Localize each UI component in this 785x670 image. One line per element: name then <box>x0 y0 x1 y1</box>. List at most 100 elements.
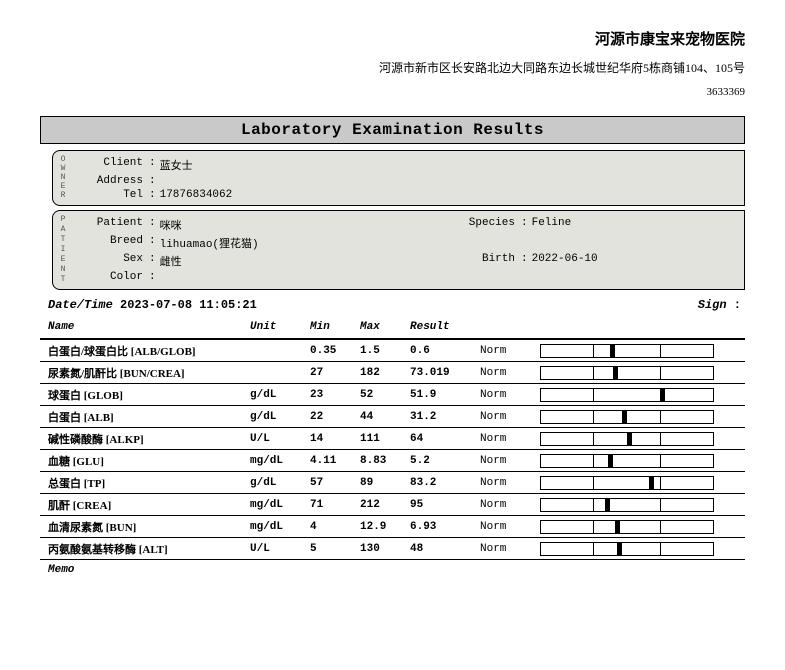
cell-status: Norm <box>480 477 540 489</box>
breed-label: Breed <box>81 235 143 251</box>
cell-min: 14 <box>310 433 360 445</box>
col-name: Name <box>40 321 250 333</box>
cell-result: 6.93 <box>410 521 480 533</box>
cell-max: 212 <box>360 499 410 511</box>
cell-max: 12.9 <box>360 521 410 533</box>
cell-min: 23 <box>310 389 360 401</box>
cell-gauge <box>540 388 720 402</box>
patient-vert-label: PATIENT <box>57 215 69 285</box>
cell-result: 95 <box>410 499 480 511</box>
cell-name: 尿素氮/肌酐比 [BUN/CREA] <box>40 365 250 381</box>
cell-unit: U/L <box>250 543 310 555</box>
cell-max: 52 <box>360 389 410 401</box>
breed-value: lihuamao(狸花猫) <box>160 235 259 251</box>
cell-status: Norm <box>480 543 540 555</box>
patient-block: PATIENT Patient: 咪咪 Species: Feline Bree… <box>52 210 745 290</box>
address-label: Address <box>81 175 143 187</box>
cell-gauge <box>540 366 720 380</box>
cell-gauge <box>540 542 720 556</box>
report-title: Laboratory Examination Results <box>40 116 745 144</box>
table-row: 球蛋白 [GLOB]g/dL235251.9Norm <box>40 384 745 406</box>
cell-max: 130 <box>360 543 410 555</box>
cell-unit: g/dL <box>250 389 310 401</box>
cell-unit: g/dL <box>250 411 310 423</box>
client-label: Client <box>81 157 143 173</box>
table-header: Name Unit Min Max Result <box>40 316 745 340</box>
cell-gauge <box>540 520 720 534</box>
cell-unit: mg/dL <box>250 455 310 467</box>
cell-name: 血糖 [GLU] <box>40 453 250 469</box>
table-row: 碱性磷酸酶 [ALKP]U/L1411164Norm <box>40 428 745 450</box>
cell-status: Norm <box>480 433 540 445</box>
cell-name: 丙氨酸氨基转移酶 [ALT] <box>40 541 250 557</box>
table-row: 肌酐 [CREA]mg/dL7121295Norm <box>40 494 745 516</box>
results-table: Name Unit Min Max Result 白蛋白/球蛋白比 [ALB/G… <box>40 316 745 576</box>
cell-min: 0.35 <box>310 345 360 357</box>
cell-status: Norm <box>480 411 540 423</box>
table-row: 白蛋白/球蛋白比 [ALB/GLOB]0.351.50.6Norm <box>40 340 745 362</box>
cell-unit: g/dL <box>250 477 310 489</box>
birth-label: Birth <box>453 253 515 265</box>
tel-value: 17876834062 <box>160 189 233 201</box>
cell-result: 31.2 <box>410 411 480 423</box>
cell-status: Norm <box>480 389 540 401</box>
cell-min: 4 <box>310 521 360 533</box>
client-value: 蓝女士 <box>160 157 193 173</box>
owner-vert-label: OWNER <box>57 155 69 201</box>
tel-label: Tel <box>81 189 143 201</box>
cell-name: 血清尿素氮 [BUN] <box>40 519 250 535</box>
table-row: 总蛋白 [TP]g/dL578983.2Norm <box>40 472 745 494</box>
datetime-label: Date/Time <box>48 298 113 312</box>
cell-max: 8.83 <box>360 455 410 467</box>
col-result: Result <box>410 321 480 333</box>
memo-label: Memo <box>40 560 745 576</box>
cell-min: 5 <box>310 543 360 555</box>
sex-label: Sex <box>81 253 143 269</box>
cell-name: 白蛋白 [ALB] <box>40 409 250 425</box>
hospital-address: 河源市新市区长安路北边大同路东边长城世纪华府5栋商铺104、105号 <box>379 59 745 76</box>
patient-value: 咪咪 <box>160 217 182 233</box>
sex-value: 雌性 <box>160 253 182 269</box>
cell-name: 总蛋白 [TP] <box>40 475 250 491</box>
cell-min: 27 <box>310 367 360 379</box>
cell-min: 22 <box>310 411 360 423</box>
cell-min: 71 <box>310 499 360 511</box>
col-unit: Unit <box>250 321 310 333</box>
cell-min: 57 <box>310 477 360 489</box>
hospital-code: 3633369 <box>379 86 745 98</box>
report-header: 河源市康宝来宠物医院 河源市新市区长安路北边大同路东边长城世纪华府5栋商铺104… <box>379 28 745 98</box>
cell-status: Norm <box>480 521 540 533</box>
cell-unit: mg/dL <box>250 499 310 511</box>
cell-result: 83.2 <box>410 477 480 489</box>
cell-unit: mg/dL <box>250 521 310 533</box>
cell-result: 64 <box>410 433 480 445</box>
species-label: Species <box>453 217 515 229</box>
table-row: 尿素氮/肌酐比 [BUN/CREA] 2718273.019Norm <box>40 362 745 384</box>
cell-gauge <box>540 454 720 468</box>
cell-result: 48 <box>410 543 480 555</box>
cell-max: 111 <box>360 433 410 445</box>
cell-max: 89 <box>360 477 410 489</box>
table-row: 丙氨酸氨基转移酶 [ALT]U/L513048Norm <box>40 538 745 560</box>
table-row: 血清尿素氮 [BUN]mg/dL412.96.93Norm <box>40 516 745 538</box>
patient-label: Patient <box>81 217 143 233</box>
cell-gauge <box>540 498 720 512</box>
cell-unit: U/L <box>250 433 310 445</box>
cell-min: 4.11 <box>310 455 360 467</box>
col-max: Max <box>360 321 410 333</box>
species-value: Feline <box>532 217 572 229</box>
cell-name: 白蛋白/球蛋白比 [ALB/GLOB] <box>40 343 250 359</box>
cell-result: 73.019 <box>410 367 480 379</box>
cell-gauge <box>540 432 720 446</box>
cell-max: 44 <box>360 411 410 423</box>
cell-max: 182 <box>360 367 410 379</box>
cell-result: 0.6 <box>410 345 480 357</box>
sign-label: Sign <box>698 298 727 312</box>
table-body: 白蛋白/球蛋白比 [ALB/GLOB]0.351.50.6Norm尿素氮/肌酐比… <box>40 340 745 560</box>
hospital-name: 河源市康宝来宠物医院 <box>379 28 745 49</box>
cell-status: Norm <box>480 367 540 379</box>
cell-gauge <box>540 344 720 358</box>
color-label: Color <box>81 271 143 283</box>
cell-result: 51.9 <box>410 389 480 401</box>
cell-max: 1.5 <box>360 345 410 357</box>
